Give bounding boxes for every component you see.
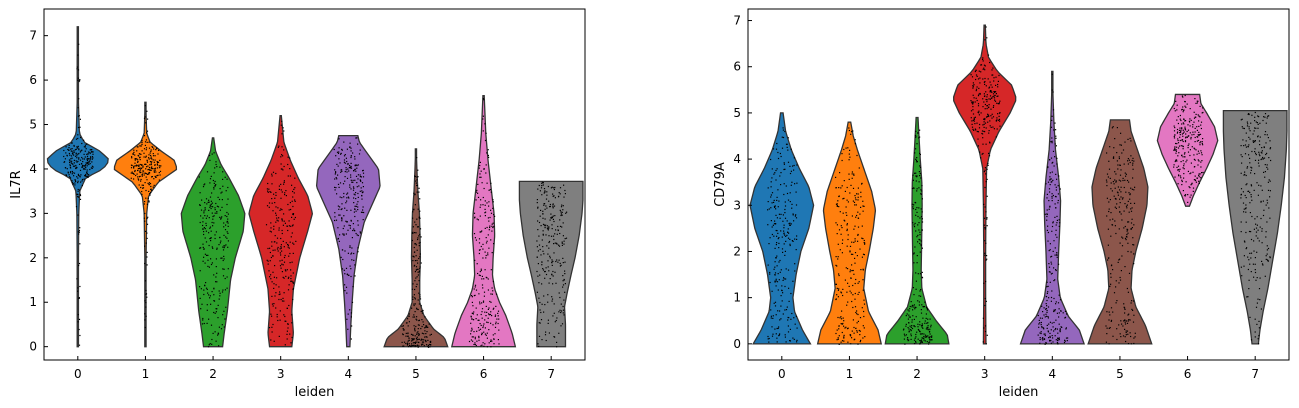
violin-cd79a-5 bbox=[1087, 119, 1153, 345]
x-tick-label: 1 bbox=[142, 367, 150, 381]
y-tick-label: 2 bbox=[733, 244, 741, 258]
y-tick-label: 3 bbox=[29, 206, 37, 220]
y-tick-label: 1 bbox=[29, 295, 37, 309]
violin-cd79a-4 bbox=[1019, 70, 1086, 345]
violin-il7r-2 bbox=[180, 137, 246, 348]
axes-frame bbox=[43, 8, 586, 361]
points-cd79a-7 bbox=[1240, 111, 1272, 345]
x-tick-label: 4 bbox=[1048, 367, 1056, 381]
points-cd79a-2 bbox=[902, 129, 933, 345]
y-tick-label: 5 bbox=[29, 118, 37, 132]
il7r-violin-panel: 0 1 2 3 4 5 6 7 0 1 2 3 4 5 6 7 leiden IL7R bbox=[9, 8, 586, 400]
x-axis-label: leiden bbox=[999, 385, 1039, 400]
points-il7r-5 bbox=[401, 157, 432, 348]
cd79a-violin-panel: 0 1 2 3 4 5 6 7 0 1 2 3 4 5 6 7 leiden CD79A bbox=[713, 8, 1290, 400]
points-cd79a-3 bbox=[970, 26, 1001, 345]
violin-cd79a-2 bbox=[884, 116, 950, 345]
violin-il7r-1 bbox=[113, 101, 178, 348]
y-tick-label: 0 bbox=[29, 340, 37, 354]
y-tick-label: 1 bbox=[733, 291, 741, 305]
x-tick-label: 0 bbox=[74, 367, 82, 381]
y-tick-label: 4 bbox=[29, 162, 37, 176]
x-tick-label: 5 bbox=[1116, 367, 1124, 381]
violin-il7r-4 bbox=[315, 134, 381, 348]
y-axis-label: CD79A bbox=[713, 162, 728, 207]
x-tick-label: 4 bbox=[344, 367, 352, 381]
violin-cd79a-0 bbox=[749, 112, 815, 345]
points-il7r-6 bbox=[468, 98, 500, 348]
points-il7r-7 bbox=[536, 181, 568, 348]
points-il7r-0 bbox=[63, 43, 94, 346]
violin-il7r-5 bbox=[383, 148, 449, 348]
points-cd79a-5 bbox=[1105, 126, 1136, 345]
x-tick-label: 3 bbox=[981, 367, 989, 381]
x-axis-label: leiden bbox=[295, 385, 335, 400]
x-tick-label: 1 bbox=[846, 367, 854, 381]
violin-il7r-7 bbox=[518, 180, 584, 348]
x-tick-label: 6 bbox=[1184, 367, 1192, 381]
points-cd79a-4 bbox=[1037, 73, 1069, 345]
y-tick-label: 6 bbox=[733, 60, 741, 74]
y-tick-label: 0 bbox=[733, 337, 741, 351]
y-tick-label: 6 bbox=[29, 73, 37, 87]
x-tick-label: 2 bbox=[913, 367, 921, 381]
violin-cd79a-7 bbox=[1222, 109, 1288, 345]
violin-cd79a-3 bbox=[953, 24, 1017, 345]
y-tick-label: 5 bbox=[733, 106, 741, 120]
y-axis-label: IL7R bbox=[9, 170, 24, 198]
points-cd79a-1 bbox=[835, 127, 866, 345]
points-il7r-4 bbox=[333, 137, 365, 340]
x-tick-label: 6 bbox=[480, 367, 488, 381]
x-tick-label: 7 bbox=[1251, 367, 1259, 381]
x-tick-label: 7 bbox=[547, 367, 555, 381]
violin-cd79a-6 bbox=[1156, 93, 1219, 207]
violin-il7r-6 bbox=[450, 94, 517, 348]
axes-frame bbox=[747, 8, 1290, 361]
y-tick-label: 4 bbox=[733, 152, 741, 166]
y-tick-label: 7 bbox=[29, 29, 37, 43]
points-il7r-2 bbox=[198, 152, 229, 348]
violin-il7r-3 bbox=[248, 114, 314, 348]
points-cd79a-6 bbox=[1173, 94, 1204, 203]
y-tick-label: 2 bbox=[29, 251, 37, 265]
x-tick-label: 3 bbox=[277, 367, 285, 381]
points-il7r-1 bbox=[130, 105, 162, 329]
y-tick-label: 7 bbox=[733, 14, 741, 28]
x-tick-label: 5 bbox=[412, 367, 420, 381]
violin-cd79a-1 bbox=[816, 121, 883, 345]
violin-il7r-0 bbox=[46, 26, 109, 348]
x-tick-label: 0 bbox=[778, 367, 786, 381]
y-tick-label: 3 bbox=[733, 198, 741, 212]
points-cd79a-0 bbox=[767, 127, 798, 343]
points-il7r-3 bbox=[265, 120, 297, 346]
x-tick-label: 2 bbox=[209, 367, 217, 381]
